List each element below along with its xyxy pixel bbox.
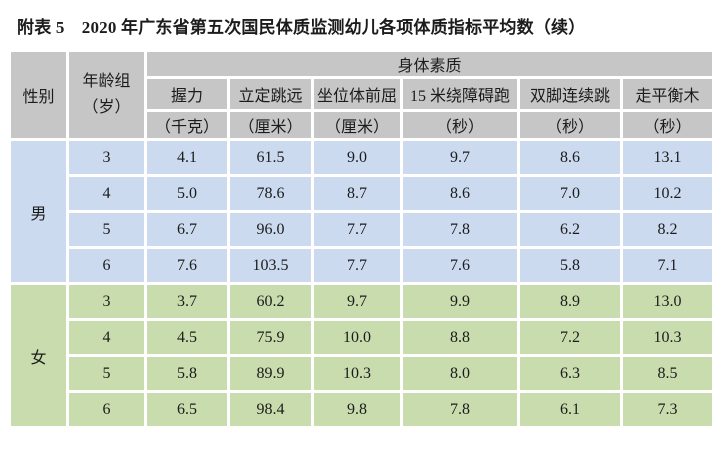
age-group-label-line1: 年龄组 — [82, 73, 131, 91]
age-cell: 4 — [66, 174, 147, 213]
value-cell: 6.1 — [517, 390, 623, 429]
value-cell: 6.3 — [517, 354, 623, 393]
value-cell: 89.9 — [227, 354, 314, 393]
value-cell: 7.8 — [400, 210, 520, 249]
header-row-measures: 握力 立定跳远 坐位体前屈 15 米绕障碍跑 双脚连续跳 走平衡木 — [10, 76, 716, 112]
value-cell: 6.2 — [517, 210, 623, 249]
value-cell: 8.5 — [619, 354, 716, 393]
value-cell: 7.8 — [400, 390, 520, 429]
value-cell: 9.9 — [400, 282, 520, 321]
female-row-age5: 5 5.8 89.9 10.3 8.0 6.3 8.5 — [10, 354, 716, 393]
age-cell: 6 — [66, 390, 147, 429]
male-row-age6: 6 7.6 103.5 7.7 7.6 5.8 7.1 — [10, 246, 716, 285]
value-cell: 7.6 — [400, 246, 520, 285]
value-cell: 8.9 — [517, 282, 623, 321]
value-cell: 9.0 — [311, 138, 403, 177]
value-cell: 98.4 — [227, 390, 314, 429]
col-header-sit-and-reach: 坐位体前屈 — [311, 76, 403, 112]
value-cell: 7.0 — [517, 174, 623, 213]
age-group-label-line2: （岁） — [82, 99, 131, 116]
value-cell: 8.7 — [311, 174, 403, 213]
value-cell: 75.9 — [227, 318, 314, 357]
age-cell: 4 — [66, 318, 147, 357]
unit-balance-beam: （秒） — [619, 109, 716, 141]
value-cell: 5.0 — [144, 174, 230, 213]
female-row-age3: 女 3 3.7 60.2 9.7 9.9 8.9 13.0 — [8, 282, 716, 429]
value-cell: 9.7 — [311, 282, 403, 321]
male-row-age4: 4 5.0 78.6 8.7 8.6 7.0 10.2 — [10, 174, 716, 213]
unit-standing-jump: （厘米） — [227, 109, 314, 141]
female-row-age4: 4 4.5 75.9 10.0 8.8 7.2 10.3 — [10, 318, 716, 357]
age-cell: 3 — [66, 138, 147, 177]
unit-obstacle-run: （秒） — [400, 109, 520, 141]
value-cell: 5.8 — [144, 354, 230, 393]
value-cell: 13.0 — [619, 282, 716, 321]
value-cell: 10.2 — [619, 174, 716, 213]
male-row-age5: 5 6.7 96.0 7.7 7.8 6.2 8.2 — [10, 210, 716, 249]
col-header-age-group: 年龄组 （岁） — [66, 49, 147, 141]
age-cell: 5 — [66, 210, 147, 249]
value-cell: 8.8 — [400, 318, 520, 357]
value-cell: 7.7 — [311, 246, 403, 285]
age-cell: 6 — [66, 246, 147, 285]
value-cell: 10.3 — [619, 318, 716, 357]
col-header-obstacle-run: 15 米绕障碍跑 — [400, 76, 520, 112]
unit-double-jump: （秒） — [517, 109, 623, 141]
col-header-gender: 性别 — [8, 49, 69, 141]
value-cell: 4.1 — [144, 138, 230, 177]
value-cell: 96.0 — [227, 210, 314, 249]
col-header-double-jump: 双脚连续跳 — [517, 76, 623, 112]
value-cell: 8.2 — [619, 210, 716, 249]
value-cell: 13.1 — [619, 138, 716, 177]
value-cell: 10.0 — [311, 318, 403, 357]
value-cell: 7.1 — [619, 246, 716, 285]
header-row-group: 性别 年龄组 （岁） 身体素质 — [8, 49, 716, 141]
age-cell: 3 — [66, 282, 147, 321]
value-cell: 8.6 — [517, 138, 623, 177]
col-header-grip: 握力 — [144, 76, 230, 112]
value-cell: 3.7 — [144, 282, 230, 321]
male-row-age3: 男 3 4.1 61.5 9.0 9.7 8.6 13.1 — [8, 138, 716, 285]
value-cell: 7.3 — [619, 390, 716, 429]
gender-cell-female: 女 — [8, 282, 69, 429]
gender-cell-male: 男 — [8, 138, 69, 285]
value-cell: 60.2 — [227, 282, 314, 321]
value-cell: 103.5 — [227, 246, 314, 285]
value-cell: 8.0 — [400, 354, 520, 393]
unit-sit-and-reach: （厘米） — [311, 109, 403, 141]
unit-grip: （千克） — [144, 109, 230, 141]
value-cell: 7.7 — [311, 210, 403, 249]
value-cell: 8.6 — [400, 174, 520, 213]
value-cell: 78.6 — [227, 174, 314, 213]
value-cell: 6.7 — [144, 210, 230, 249]
col-header-balance-beam: 走平衡木 — [619, 76, 716, 112]
value-cell: 4.5 — [144, 318, 230, 357]
value-cell: 5.8 — [517, 246, 623, 285]
value-cell: 10.3 — [311, 354, 403, 393]
value-cell: 61.5 — [227, 138, 314, 177]
age-cell: 5 — [66, 354, 147, 393]
col-header-standing-jump: 立定跳远 — [227, 76, 314, 112]
female-row-age6: 6 6.5 98.4 9.8 7.8 6.1 7.3 — [10, 390, 716, 429]
value-cell: 7.2 — [517, 318, 623, 357]
col-header-physical-quality: 身体素质 — [143, 49, 716, 79]
value-cell: 9.7 — [400, 138, 520, 177]
value-cell: 9.8 — [311, 390, 403, 429]
table-caption: 附表 5 2020 年广东省第五次国民体质监测幼儿各项体质指标平均数（续） — [17, 18, 586, 37]
value-cell: 6.5 — [144, 390, 230, 429]
value-cell: 7.6 — [144, 246, 230, 285]
fitness-table: 性别 年龄组 （岁） 身体素质 握力 立定跳远 坐位体前屈 15 米绕障碍跑 双… — [8, 49, 716, 429]
header-row-units: （千克） （厘米） （厘米） （秒） （秒） （秒） — [10, 109, 716, 141]
